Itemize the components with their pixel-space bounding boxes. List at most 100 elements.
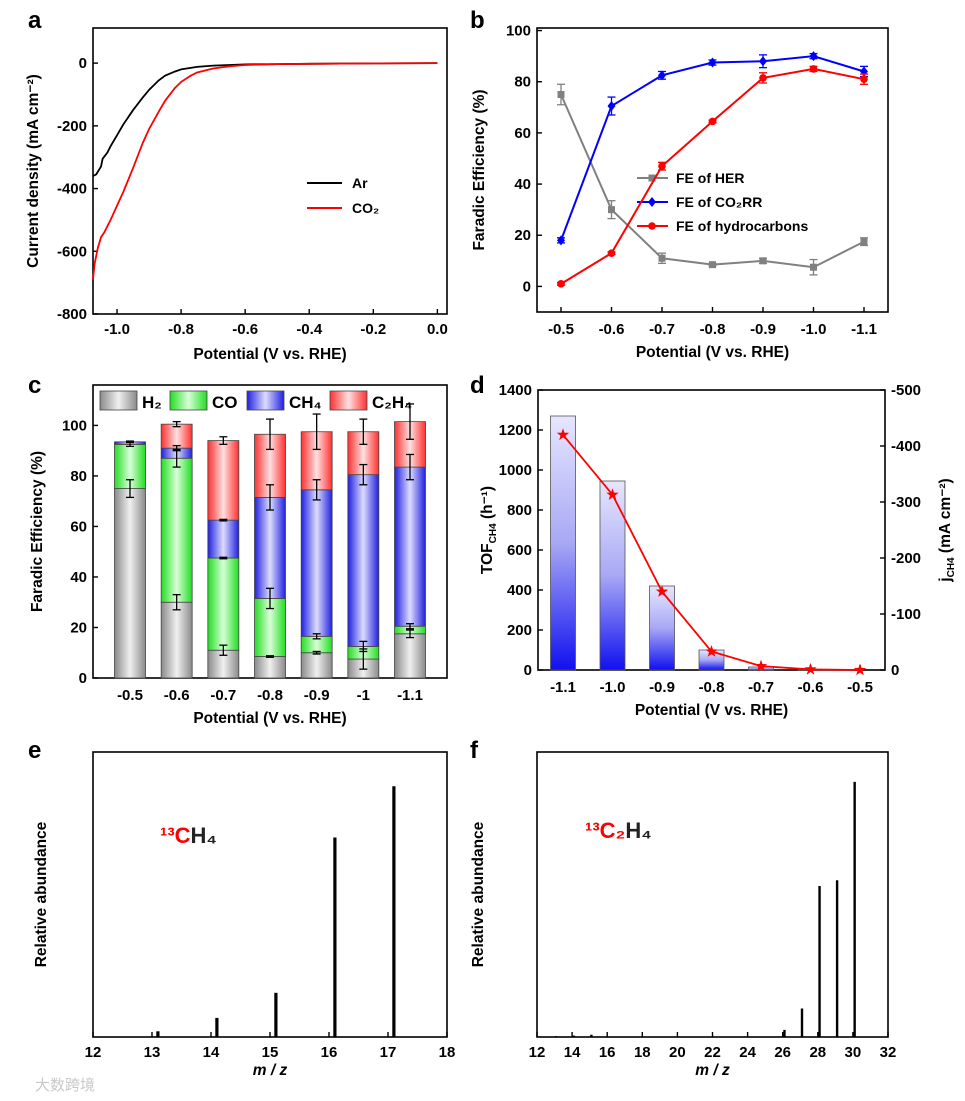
x-axis-label: m / z xyxy=(253,1062,288,1079)
y-tick-label: -500 xyxy=(891,382,921,399)
data-point xyxy=(658,254,666,262)
current-density-point xyxy=(556,428,570,441)
y-axis-label: TOFCH4 (h⁻¹) xyxy=(479,486,499,574)
isotope-label-rest: H₄ xyxy=(625,818,651,843)
y-tick-label: -300 xyxy=(891,494,921,511)
tof-bar xyxy=(550,415,576,671)
current-density-point xyxy=(754,659,768,672)
x-tick-label: -0.5 xyxy=(847,679,873,696)
x-tick-label: -0.7 xyxy=(210,687,236,704)
x-tick-label: -0.6 xyxy=(164,687,190,704)
y-axis-label: Relative abundance xyxy=(470,821,487,967)
data-point xyxy=(759,257,767,265)
y-axis-label: Current density (mA cm⁻²) xyxy=(25,74,42,268)
y-tick-label: 0 xyxy=(79,670,87,687)
x-tick-label: -0.7 xyxy=(748,679,774,696)
series-line-1 xyxy=(560,55,865,241)
isotope-label-colored: ¹³C₂ xyxy=(585,818,625,843)
data-point xyxy=(557,280,565,288)
isotope-label-rest: H₄ xyxy=(191,823,217,848)
data-point xyxy=(809,51,818,62)
data-point xyxy=(860,238,868,246)
legend-swatch xyxy=(329,390,368,411)
panel-label: f xyxy=(470,737,479,764)
y-axis-label: Faradic Efficiency (%) xyxy=(29,451,46,612)
x-tick-label: 14 xyxy=(564,1044,581,1061)
tof-bar xyxy=(599,480,626,671)
x-tick-label: 28 xyxy=(809,1044,826,1061)
y-tick-label: 1200 xyxy=(499,422,532,439)
x-tick-label: -0.5 xyxy=(548,321,574,338)
y-tick-label: -800 xyxy=(57,306,87,323)
legend-marker xyxy=(648,197,656,207)
legend-label: FE of CO₂RR xyxy=(676,194,762,210)
x-tick-label: 0.0 xyxy=(427,321,448,338)
panel-label: a xyxy=(28,7,42,34)
x-tick-label: -1.0 xyxy=(600,679,626,696)
data-point xyxy=(759,56,767,67)
legend-swatch xyxy=(169,390,208,411)
current-density-point xyxy=(655,585,669,597)
x-tick-label: -0.8 xyxy=(168,321,194,338)
x-tick-label: -0.6 xyxy=(798,679,824,696)
data-point xyxy=(708,117,717,126)
y-tick-label: 100 xyxy=(506,23,531,40)
x-tick-label: -0.8 xyxy=(699,679,725,696)
series-line-0 xyxy=(92,62,438,177)
legend-label: CH₄ xyxy=(289,393,322,412)
panel-label: c xyxy=(28,372,41,399)
y-tick-label: 60 xyxy=(514,125,531,142)
x-tick-label: -1.0 xyxy=(801,321,827,338)
bar-segment-0 xyxy=(300,652,333,679)
x-tick-label: 14 xyxy=(203,1044,220,1061)
current-density-point xyxy=(804,662,817,675)
y-axis-label: Faradic Efficiency (%) xyxy=(471,89,488,250)
y-tick-label: 100 xyxy=(62,417,87,434)
panel-b-fe-chart: b -0.5 -0.6 -0.7 -0.8 -0.9 -1.0 -1.1 0 20 40 60 80 10… xyxy=(470,7,889,361)
data-point xyxy=(860,75,868,83)
y-tick-label: 40 xyxy=(514,176,531,193)
y-tick-label: 200 xyxy=(507,622,532,639)
current-density-point xyxy=(606,488,619,500)
x-tick-label: 16 xyxy=(599,1044,616,1061)
panel-e-mass-spectrum: e 12 13 14 15 16 17 18 m / z Relative abundance ¹³… xyxy=(28,737,455,1079)
panel-d-tof-chart: d -1.1 -1.0 -0.9 -0.8 -0.7 -0.6 -0.5 0 200 400 600 8… xyxy=(470,372,957,719)
bar-segment-2 xyxy=(347,474,380,647)
panel-label: e xyxy=(28,737,41,764)
x-tick-label: 18 xyxy=(634,1044,651,1061)
data-point xyxy=(759,74,767,82)
bar-segment-2 xyxy=(207,519,240,559)
panel-label: d xyxy=(470,372,485,399)
watermark: 大数跨境 xyxy=(35,1076,95,1094)
bar-segment-0 xyxy=(394,633,426,679)
x-tick-label: -1.0 xyxy=(104,321,130,338)
y-tick-label: 20 xyxy=(514,227,531,244)
data-point xyxy=(658,70,666,81)
plot-frame xyxy=(537,389,886,671)
legend-label: FE of HER xyxy=(676,170,744,186)
y-tick-label: 0 xyxy=(524,662,532,679)
x-tick-label: 18 xyxy=(439,1044,456,1061)
x-tick-label: 12 xyxy=(85,1044,102,1061)
data-point xyxy=(658,162,666,170)
y-axis-label-right-unit: (mA cm⁻²) xyxy=(937,478,954,557)
panel-c-stacked-bar-chart: c -0.5 -0.6 -0.7 -0.8 -0.9 -1 -1.1 0 20 40 60 80 100 P… xyxy=(28,372,448,727)
x-axis-label: m / z xyxy=(695,1062,730,1079)
y-tick-label: 80 xyxy=(70,468,87,485)
y-tick-label: 0 xyxy=(523,278,531,295)
x-tick-label: -0.2 xyxy=(360,321,386,338)
x-tick-label: 26 xyxy=(774,1044,791,1061)
data-point xyxy=(709,261,716,269)
x-tick-label: -0.9 xyxy=(750,321,776,338)
y-tick-label: 80 xyxy=(514,74,531,91)
x-tick-label: -0.6 xyxy=(232,321,258,338)
y-axis-label-subscript: CH4 xyxy=(488,523,499,543)
panel-label: b xyxy=(470,7,485,34)
bar-segment-2 xyxy=(254,497,286,599)
y-tick-label: 1000 xyxy=(499,462,532,479)
y-tick-label: -600 xyxy=(57,243,87,260)
x-axis-label: Potential (V vs. RHE) xyxy=(636,344,789,361)
x-tick-label: -1.1 xyxy=(851,321,877,338)
current-density-point xyxy=(705,645,718,657)
